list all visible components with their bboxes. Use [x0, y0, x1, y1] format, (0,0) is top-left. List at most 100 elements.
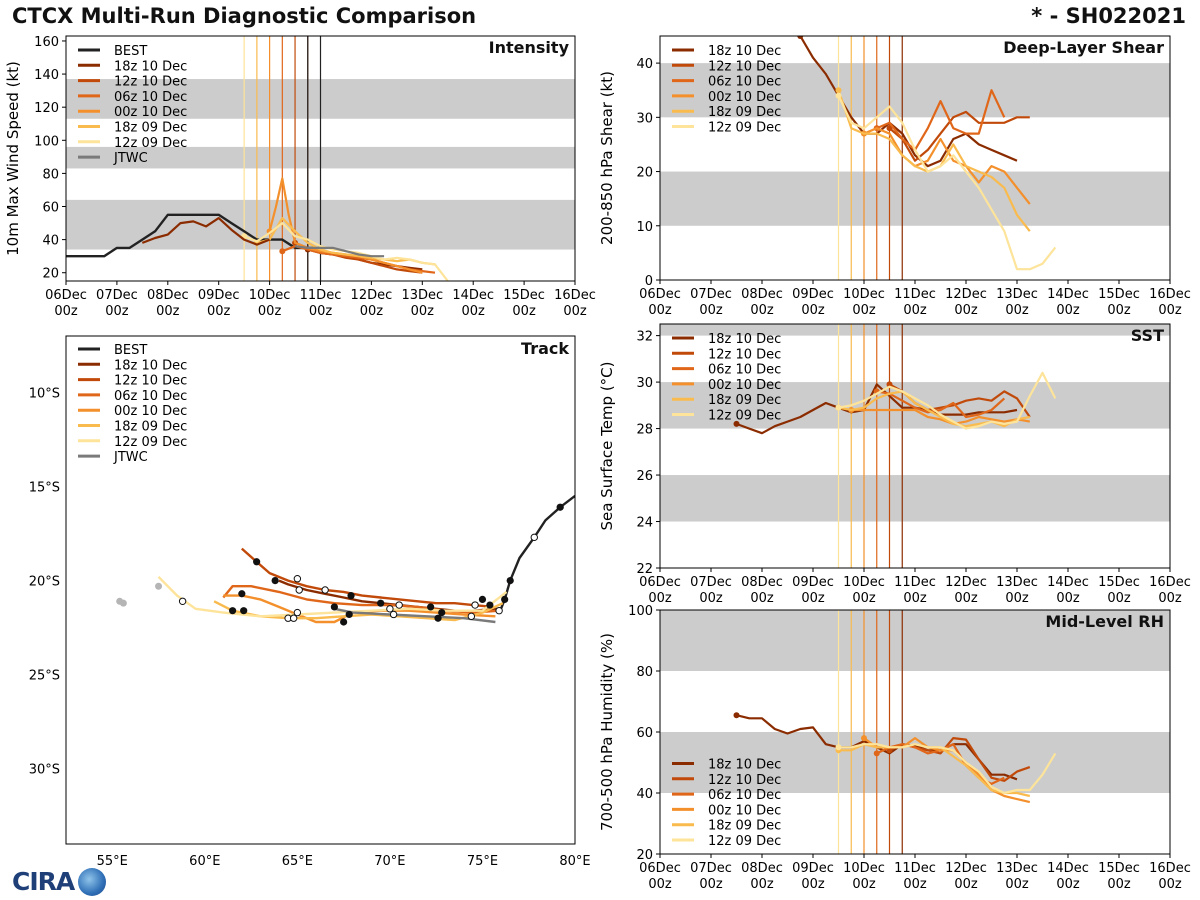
series-line — [736, 383, 1018, 435]
y-tick-label: 32 — [636, 330, 653, 345]
x-tick-label: 06Dec — [639, 575, 681, 590]
legend-label: 06z 10 Dec — [708, 788, 781, 803]
x-tick-label: 15Dec — [503, 288, 545, 303]
y-axis-label: 200-850 hPa Shear (kt) — [598, 71, 616, 245]
y-tick-label: 140 — [34, 68, 59, 83]
legend-label: 18z 10 Dec — [708, 44, 781, 59]
x-tick-label: 07Dec — [690, 861, 732, 876]
y-tick-label: 20 — [636, 848, 653, 863]
track-marker-open — [293, 575, 302, 583]
y-tick-label: 40 — [42, 234, 59, 249]
panel-shear: 01020304006Dec00z07Dec00z08Dec00z09Dec00… — [598, 35, 1191, 318]
cira-logo-swirl-icon — [78, 868, 106, 896]
x-tick-label: 09Dec — [198, 288, 240, 303]
y-tick-label: 15°S — [29, 481, 60, 496]
x-tick-label: 12Dec — [351, 288, 393, 303]
x-tick-label: 09Dec — [792, 861, 834, 876]
x-tick-label: 00z — [1158, 877, 1182, 892]
legend-label: 00z 10 Dec — [708, 803, 781, 818]
x-tick-label: 55°E — [97, 854, 128, 869]
x-tick-label: 16Dec — [1149, 575, 1191, 590]
x-tick-label: 00z — [954, 303, 978, 318]
panel-title: Deep-Layer Shear — [1003, 38, 1164, 57]
track-line — [496, 494, 575, 612]
legend-label: 06z 10 Dec — [708, 363, 781, 378]
x-tick-label: 00z — [750, 877, 774, 892]
x-tick-label: 15Dec — [1098, 575, 1140, 590]
x-tick-label: 08Dec — [741, 861, 783, 876]
legend-label: BEST — [114, 343, 147, 358]
x-tick-label: 07Dec — [690, 575, 732, 590]
x-tick-label: 70°E — [374, 854, 405, 869]
x-tick-label: 00z — [207, 304, 231, 319]
track-marker-filled — [486, 601, 494, 609]
gray-band — [660, 475, 1170, 522]
track-marker-open — [295, 586, 303, 594]
legend-label: 06z 10 Dec — [708, 75, 781, 90]
track-marker-open — [471, 601, 479, 609]
series-start-marker — [835, 87, 842, 94]
y-tick-label: 24 — [636, 516, 653, 531]
y-tick-label: 10 — [636, 220, 653, 235]
x-tick-label: 06Dec — [639, 287, 681, 302]
x-tick-label: 13Dec — [996, 861, 1038, 876]
y-tick-label: 60 — [636, 726, 653, 741]
series-start-marker — [886, 125, 893, 132]
cira-logo: CIRA — [4, 866, 108, 898]
legend-label: 00z 10 Dec — [114, 105, 187, 120]
x-tick-label: 14Dec — [1047, 575, 1089, 590]
x-tick-label: 09Dec — [792, 575, 834, 590]
x-tick-label: 00z — [801, 303, 825, 318]
legend-label: 12z 09 Dec — [708, 409, 781, 424]
legend-label: 18z 09 Dec — [114, 420, 187, 435]
x-tick-label: 10Dec — [249, 288, 291, 303]
series-line — [838, 390, 1030, 428]
track-line — [241, 547, 494, 609]
x-tick-label: 13Dec — [996, 575, 1038, 590]
y-tick-label: 30°S — [29, 763, 60, 778]
y-tick-label: 40 — [636, 787, 653, 802]
legend-label: 12z 09 Dec — [114, 435, 187, 450]
y-tick-label: 28 — [636, 423, 653, 438]
legend-label: 18z 10 Dec — [114, 358, 187, 373]
series-line — [294, 245, 385, 258]
x-tick-label: 13Dec — [996, 287, 1038, 302]
y-tick-label: 20°S — [29, 575, 60, 590]
legend-label: JTWC — [113, 450, 148, 465]
track-marker-open — [289, 614, 298, 622]
x-tick-label: 15Dec — [1098, 861, 1140, 876]
y-axis-label: 700-500 hPa Humidity (%) — [598, 633, 616, 831]
x-tick-label: 11Dec — [894, 575, 936, 590]
x-tick-label: 00z — [801, 591, 825, 606]
track-marker-open — [178, 597, 187, 605]
x-tick-label: 00z — [750, 591, 774, 606]
track-marker-filled — [240, 607, 248, 615]
track-marker-open — [321, 586, 329, 594]
x-tick-label: 00z — [309, 304, 333, 319]
x-tick-label: 00z — [954, 591, 978, 606]
track-marker-filled — [506, 576, 514, 585]
legend-label: 00z 10 Dec — [708, 378, 781, 393]
x-tick-label: 00z — [954, 877, 978, 892]
x-tick-label: 00z — [1005, 303, 1029, 318]
panel-title: SST — [1131, 326, 1164, 345]
track-marker-open — [395, 601, 403, 609]
x-tick-label: 00z — [852, 591, 876, 606]
x-tick-label: 00z — [903, 877, 927, 892]
x-tick-label: 75°E — [467, 854, 498, 869]
legend-label: 18z 10 Dec — [708, 332, 781, 347]
track-line — [157, 575, 508, 618]
x-tick-label: 11Dec — [894, 287, 936, 302]
x-tick-label: 14Dec — [1047, 287, 1089, 302]
y-tick-label: 20 — [636, 166, 653, 181]
x-tick-label: 08Dec — [741, 287, 783, 302]
x-tick-label: 00z — [1056, 877, 1080, 892]
x-tick-label: 00z — [801, 877, 825, 892]
legend-label: 18z 10 Dec — [114, 59, 187, 74]
y-tick-label: 30 — [636, 376, 653, 391]
x-tick-label: 12Dec — [945, 287, 987, 302]
island-shape — [155, 582, 163, 590]
x-tick-label: 00z — [462, 304, 486, 319]
x-tick-label: 00z — [852, 303, 876, 318]
